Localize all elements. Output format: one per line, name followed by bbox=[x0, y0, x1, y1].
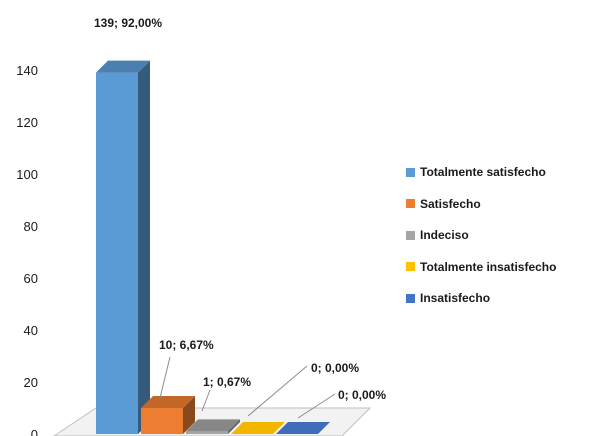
data-label-leader-line bbox=[201, 389, 211, 412]
legend-item: Totalmente insatisfecho bbox=[406, 259, 556, 275]
y-tick-label: 140 bbox=[16, 63, 38, 78]
bar-top bbox=[96, 60, 150, 73]
bar-top bbox=[276, 422, 330, 434]
legend-label: Indeciso bbox=[420, 228, 469, 242]
legend-item: Insatisfecho bbox=[406, 290, 556, 306]
legend-swatch bbox=[406, 230, 415, 240]
data-label: 139; 92,00% bbox=[94, 16, 162, 30]
data-label: 0; 0,00% bbox=[311, 361, 359, 375]
data-label: 10; 6,67% bbox=[159, 338, 214, 352]
data-label-leader-line bbox=[159, 356, 171, 399]
bar-side bbox=[183, 396, 195, 434]
legend-swatch bbox=[406, 262, 415, 271]
bar-front bbox=[186, 431, 228, 434]
legend-swatch bbox=[406, 293, 415, 303]
legend-item: Indeciso bbox=[406, 227, 556, 243]
bar bbox=[96, 60, 150, 434]
bar-side bbox=[228, 419, 240, 434]
legend-label: Insatisfecho bbox=[420, 291, 491, 305]
y-tick-label: 20 bbox=[24, 375, 38, 390]
bar-front bbox=[141, 408, 183, 434]
bar-side bbox=[138, 60, 150, 434]
data-label: 0; 0,00% bbox=[338, 388, 386, 402]
data-label: 1; 0,67% bbox=[203, 375, 251, 389]
bar-front bbox=[96, 72, 138, 434]
data-label-leader-line bbox=[247, 365, 308, 417]
y-tick-label: 100 bbox=[16, 167, 38, 182]
legend-item: Totalmente satisfecho bbox=[406, 164, 556, 180]
legend-label: Satisfecho bbox=[420, 196, 481, 211]
legend-swatch bbox=[406, 167, 415, 177]
bar bbox=[231, 422, 285, 434]
chart-legend: Totalmente satisfecho Satisfecho Indeciso T… bbox=[406, 164, 556, 322]
legend-item: Satisfecho bbox=[406, 196, 556, 212]
bar bbox=[141, 396, 195, 434]
bar-top bbox=[231, 422, 285, 434]
bar-top bbox=[186, 419, 240, 432]
bar bbox=[186, 419, 240, 434]
bar bbox=[276, 422, 330, 434]
y-tick-label: 0 bbox=[31, 427, 38, 436]
y-tick-label: 120 bbox=[16, 115, 38, 130]
y-tick-label: 40 bbox=[24, 323, 38, 338]
legend-swatch bbox=[406, 199, 415, 208]
bar-top bbox=[141, 396, 195, 408]
legend-label: Totalmente insatisfecho bbox=[420, 259, 557, 274]
y-tick-label: 80 bbox=[24, 219, 38, 234]
data-label-leader-line bbox=[297, 393, 336, 419]
legend-label: Totalmente satisfecho bbox=[420, 165, 546, 179]
y-tick-label: 60 bbox=[24, 271, 38, 286]
